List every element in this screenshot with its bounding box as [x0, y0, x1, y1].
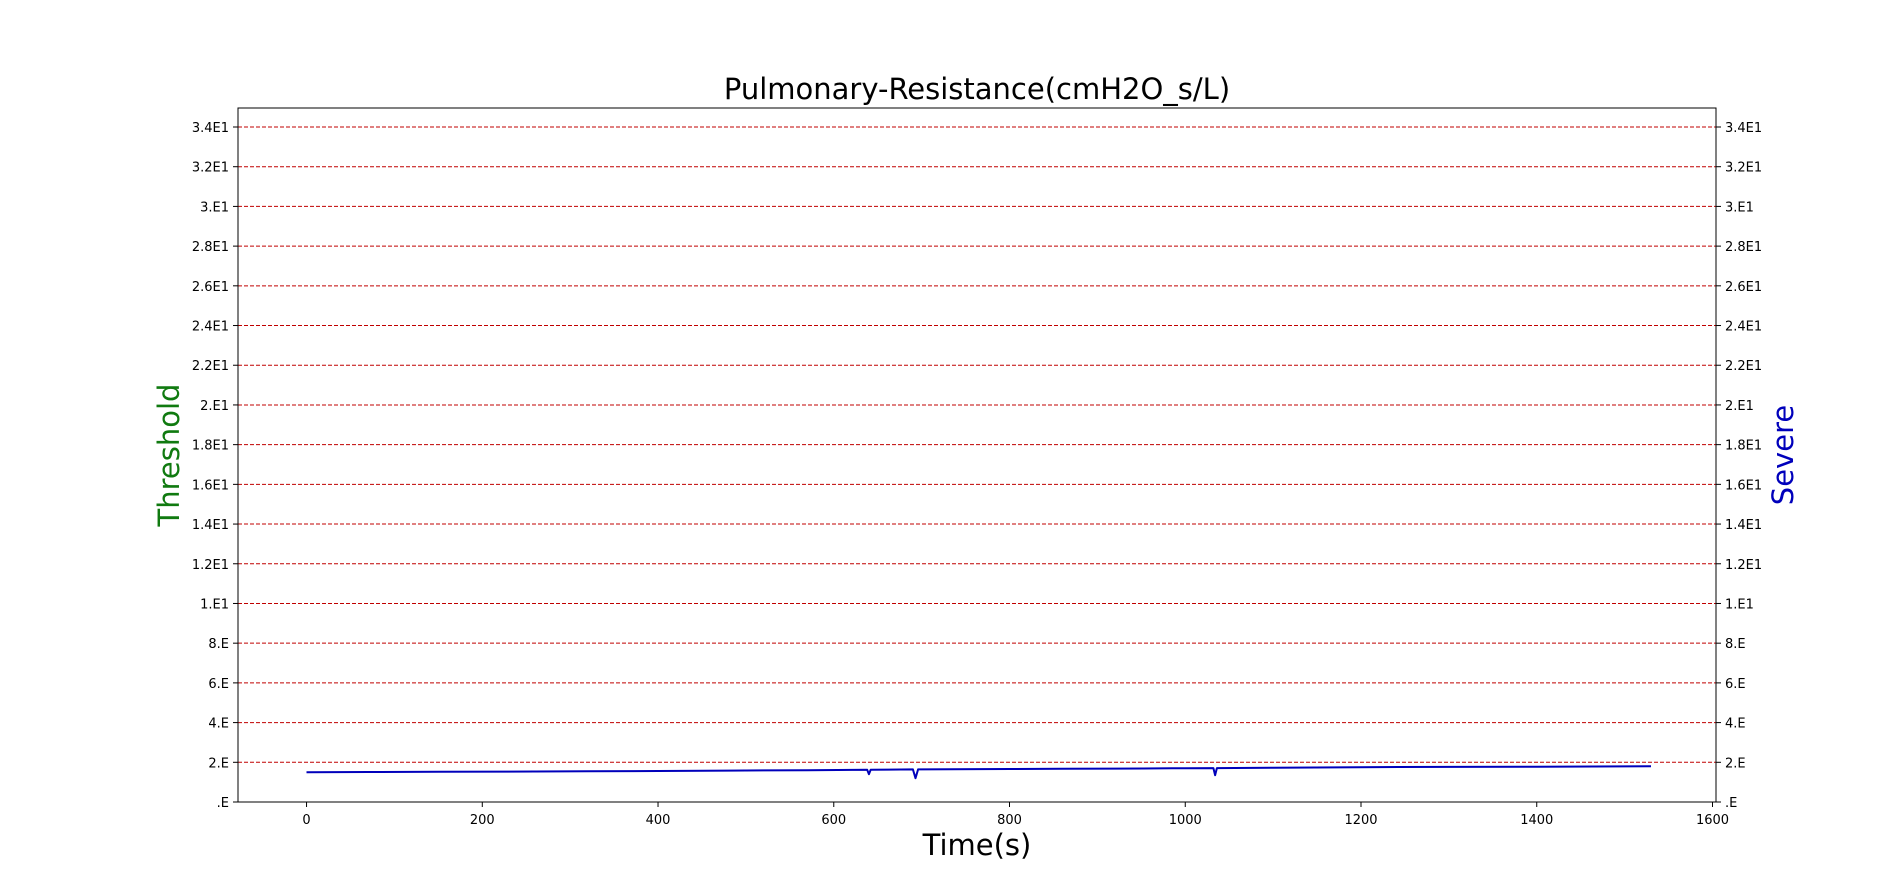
y-tick-label: 2.6E1	[1725, 280, 1762, 295]
y-axis-right-ticks: .E 2.E 4.E 6.E 8.E 1.E1 1.2E1 1.4E1 1.6E1 1.8E1 2.…	[1716, 121, 1762, 811]
grid-lines	[238, 126, 1716, 763]
y-tick-label: 8.E	[1725, 637, 1746, 652]
y-axis-right-label: Severe	[1766, 405, 1800, 505]
y-tick-label: .E	[217, 796, 229, 811]
y-tick-label: 1.2E1	[192, 558, 229, 573]
y-tick-label: 3.E1	[1725, 200, 1754, 215]
y-tick-label: 2.6E1	[192, 280, 229, 295]
y-tick-label: 2.8E1	[1725, 240, 1762, 255]
y-tick-label: 3.4E1	[192, 121, 229, 136]
x-tick-label: 1000	[1169, 813, 1202, 828]
y-tick-label: 2.4E1	[192, 320, 229, 335]
y-tick-label: 3.E1	[200, 200, 229, 215]
chart-title: Pulmonary-Resistance(cmH2O_s/L)	[724, 72, 1230, 106]
x-tick-label: 0	[302, 813, 310, 828]
y-tick-label: 2.E1	[200, 399, 229, 414]
x-axis-ticks: 0 200 400 600 800 1000 1200 1400 1600	[302, 802, 1729, 828]
y-tick-label: 2.4E1	[1725, 320, 1762, 335]
y-tick-label: 2.E	[1725, 756, 1746, 771]
y-tick-label: 6.E	[1725, 677, 1746, 692]
y-tick-label: 2.E	[208, 756, 229, 771]
y-tick-label: 2.2E1	[192, 359, 229, 374]
series-line	[306, 765, 1652, 780]
y-tick-label: 3.2E1	[192, 161, 229, 176]
y-tick-label: 2.2E1	[1725, 359, 1762, 374]
x-tick-label: 800	[997, 813, 1022, 828]
y-tick-label: 1.E1	[1725, 597, 1754, 612]
y-tick-label: 1.8E1	[1725, 439, 1762, 454]
y-tick-label: 1.4E1	[192, 518, 229, 533]
x-tick-label: 200	[470, 813, 495, 828]
plot-frame	[237, 107, 1717, 803]
y-tick-label: 1.8E1	[192, 439, 229, 454]
x-tick-label: 1400	[1520, 813, 1553, 828]
y-tick-label: 1.E1	[200, 597, 229, 612]
y-tick-label: 3.2E1	[1725, 161, 1762, 176]
y-tick-label: 3.4E1	[1725, 121, 1762, 136]
x-tick-label: 600	[821, 813, 846, 828]
x-tick-label: 1600	[1696, 813, 1729, 828]
y-tick-label: 1.6E1	[1725, 478, 1762, 493]
y-tick-label: 6.E	[208, 677, 229, 692]
y-tick-label: 1.2E1	[1725, 558, 1762, 573]
y-tick-label: 4.E	[1725, 717, 1746, 732]
x-tick-label: 1200	[1344, 813, 1377, 828]
y-tick-label: 1.6E1	[192, 478, 229, 493]
y-tick-label: 2.8E1	[192, 240, 229, 255]
series-layer	[306, 765, 1652, 780]
y-tick-label: 2.E1	[1725, 399, 1754, 414]
y-tick-label: .E	[1725, 796, 1737, 811]
y-tick-label: 1.4E1	[1725, 518, 1762, 533]
x-tick-label: 400	[646, 813, 671, 828]
y-tick-label: 4.E	[208, 717, 229, 732]
y-tick-label: 8.E	[208, 637, 229, 652]
y-axis-left-label: Threshold	[152, 384, 186, 528]
x-axis-label: Time(s)	[922, 828, 1032, 862]
y-axis-left-ticks: .E 2.E 4.E 6.E 8.E 1.E1 1.2E1 1.4E1 1.6E1 1.8E1 2.…	[192, 121, 238, 811]
